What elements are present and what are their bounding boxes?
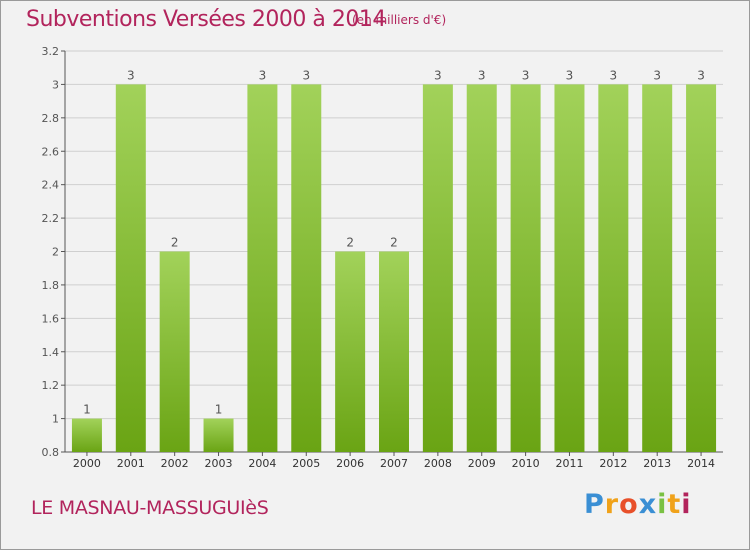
chart-title: Subventions Versées 2000 à 2014	[26, 7, 386, 32]
x-tick-label: 2008	[424, 457, 452, 470]
y-tick-label: 3	[52, 78, 59, 91]
y-tick-label: 2.6	[42, 145, 60, 158]
proxiti-logo-letter: r	[604, 489, 620, 520]
x-tick-label: 2012	[599, 457, 627, 470]
commune-name: LE MASNAU-MASSUGUIèS	[31, 497, 269, 519]
proxiti-logo: Proxiti	[584, 489, 692, 520]
y-tick-label: 1.2	[42, 379, 60, 392]
x-tick-label: 2004	[248, 457, 276, 470]
y-tick-label: 2	[52, 246, 59, 259]
x-tick-label: 2007	[380, 457, 408, 470]
x-tick-label: 2001	[117, 457, 145, 470]
bar-2012	[598, 84, 629, 453]
data-label: 3	[566, 68, 574, 82]
proxiti-logo-letter: t	[667, 489, 682, 520]
data-label: 3	[522, 68, 530, 82]
bar-2005	[291, 84, 322, 453]
data-label: 3	[478, 68, 486, 82]
y-tick-label: 2.8	[42, 112, 60, 125]
data-label: 2	[390, 236, 398, 250]
y-tick-label: 1.6	[42, 312, 60, 325]
y-tick-label: 2.4	[42, 179, 60, 192]
x-tick-label: 2011	[555, 457, 583, 470]
bar-2008	[422, 84, 453, 453]
bar-2004	[247, 84, 278, 453]
data-label: 3	[610, 68, 618, 82]
y-tick-label: 1.8	[42, 279, 60, 292]
bar-2002	[159, 251, 190, 452]
x-tick-label: 2009	[468, 457, 496, 470]
data-label: 3	[259, 68, 267, 82]
data-label: 3	[434, 68, 442, 82]
bar-2014	[686, 84, 717, 453]
proxiti-logo-letter: P	[584, 489, 605, 520]
data-label: 3	[302, 68, 310, 82]
y-tick-label: 1	[52, 413, 59, 426]
x-tick-label: 2010	[512, 457, 540, 470]
x-tick-label: 2005	[292, 457, 320, 470]
chart-unit-subtitle: (en milliers d'€)	[352, 13, 447, 27]
proxiti-logo-letter: i	[657, 489, 668, 520]
bar-2007	[379, 251, 409, 452]
proxiti-logo-letter: i	[681, 489, 692, 520]
x-tick-label: 2014	[687, 457, 715, 470]
proxiti-logo-letter: o	[619, 489, 639, 520]
bar-2001	[115, 84, 146, 453]
x-tick-label: 2003	[205, 457, 233, 470]
bar-2011	[554, 84, 585, 453]
data-label: 3	[697, 68, 705, 82]
y-tick-label: 0.8	[42, 446, 60, 459]
data-label: 2	[171, 236, 179, 250]
x-tick-label: 2002	[161, 457, 189, 470]
data-label: 2	[346, 236, 354, 250]
data-label: 1	[215, 403, 223, 417]
data-label: 1	[83, 403, 91, 417]
y-tick-label: 2.2	[42, 212, 60, 225]
data-label: 3	[653, 68, 661, 82]
bar-2009	[466, 84, 497, 453]
data-label: 3	[127, 68, 135, 82]
bar-2006	[335, 251, 366, 452]
y-tick-label: 3.2	[42, 45, 60, 58]
bar-2000	[71, 418, 102, 452]
x-tick-label: 2013	[643, 457, 671, 470]
y-tick-label: 1.4	[42, 346, 60, 359]
x-tick-label: 2006	[336, 457, 364, 470]
x-tick-label: 2000	[73, 457, 101, 470]
bar-2013	[642, 84, 673, 453]
bar-2003	[203, 418, 234, 452]
proxiti-logo-letter: x	[638, 489, 658, 520]
bar-2010	[510, 84, 541, 453]
